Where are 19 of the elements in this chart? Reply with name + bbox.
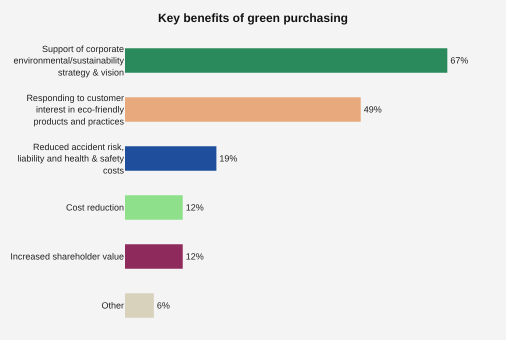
bar [125, 293, 154, 318]
data-label: 12% [186, 252, 204, 262]
y-tick-label: Support of corporate environmental/sustainability strategy & vision [13, 44, 124, 78]
bar [125, 244, 183, 269]
data-label: 19% [219, 154, 238, 164]
data-label: 49% [364, 104, 382, 114]
data-label: 6% [156, 300, 170, 310]
bar [125, 97, 361, 122]
y-tick-label: Responding to customer interest in eco-friendly products and practices [26, 92, 124, 126]
bar [125, 195, 183, 220]
y-tick-label: Cost reduction [66, 202, 124, 213]
y-tick-label: Reduced accident risk, liability and health & safety costs [17, 142, 124, 176]
data-label: 67% [450, 56, 468, 66]
bar [125, 146, 216, 171]
chart-title: Key benefits of green purchasing [158, 11, 348, 25]
bar [125, 48, 448, 73]
y-tick-label: Increased shareholder value [10, 252, 124, 262]
data-label: 12% [186, 202, 204, 212]
y-tick-label: Other [101, 300, 124, 311]
